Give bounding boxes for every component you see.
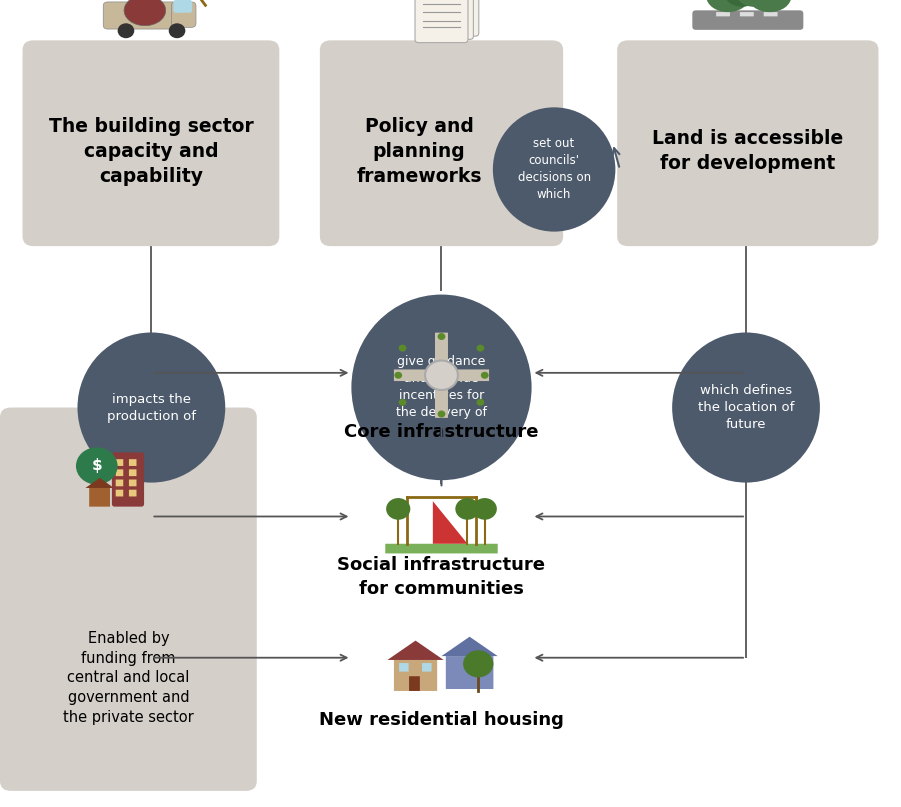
Polygon shape <box>86 478 114 488</box>
Text: Enabled by
funding from
central and local
government and
the private sector: Enabled by funding from central and loca… <box>63 631 194 725</box>
Polygon shape <box>432 501 468 544</box>
Polygon shape <box>441 637 497 656</box>
FancyBboxPatch shape <box>320 40 563 246</box>
Text: Social infrastructure
for communities: Social infrastructure for communities <box>338 556 545 598</box>
FancyBboxPatch shape <box>399 663 409 671</box>
FancyBboxPatch shape <box>89 488 110 507</box>
Ellipse shape <box>672 332 820 483</box>
FancyBboxPatch shape <box>716 12 730 16</box>
Text: New residential housing: New residential housing <box>319 711 564 729</box>
FancyBboxPatch shape <box>173 0 192 13</box>
FancyBboxPatch shape <box>394 660 437 691</box>
Circle shape <box>118 23 134 38</box>
FancyBboxPatch shape <box>129 479 137 487</box>
FancyBboxPatch shape <box>115 490 123 496</box>
Ellipse shape <box>736 0 771 6</box>
FancyBboxPatch shape <box>426 0 478 36</box>
FancyBboxPatch shape <box>23 40 279 246</box>
FancyBboxPatch shape <box>115 470 123 476</box>
Circle shape <box>438 333 445 340</box>
FancyBboxPatch shape <box>394 370 489 381</box>
Ellipse shape <box>77 332 225 483</box>
FancyBboxPatch shape <box>435 332 448 418</box>
Ellipse shape <box>724 0 760 6</box>
FancyBboxPatch shape <box>386 544 497 554</box>
FancyBboxPatch shape <box>171 2 196 27</box>
FancyBboxPatch shape <box>129 490 137 496</box>
FancyBboxPatch shape <box>129 459 137 466</box>
Ellipse shape <box>124 0 166 26</box>
Ellipse shape <box>493 107 615 232</box>
FancyBboxPatch shape <box>129 470 137 476</box>
Circle shape <box>398 399 406 406</box>
Circle shape <box>398 345 406 352</box>
FancyBboxPatch shape <box>617 40 878 246</box>
Ellipse shape <box>706 0 750 12</box>
Text: Core infrastructure: Core infrastructure <box>344 423 539 441</box>
Text: impacts the
production of: impacts the production of <box>107 392 196 423</box>
Text: Policy and
planning
frameworks: Policy and planning frameworks <box>356 117 482 186</box>
Circle shape <box>477 399 485 406</box>
FancyBboxPatch shape <box>764 12 778 16</box>
FancyBboxPatch shape <box>446 656 494 689</box>
FancyBboxPatch shape <box>112 453 144 507</box>
Circle shape <box>387 498 410 520</box>
Text: which defines
the location of
future: which defines the location of future <box>698 384 794 431</box>
Text: set out
councils'
decisions on
which: set out councils' decisions on which <box>517 137 591 202</box>
FancyBboxPatch shape <box>104 2 179 29</box>
Circle shape <box>438 411 445 417</box>
FancyBboxPatch shape <box>692 10 804 30</box>
Circle shape <box>168 23 186 38</box>
FancyBboxPatch shape <box>409 676 420 691</box>
Circle shape <box>473 498 496 520</box>
Circle shape <box>463 650 494 677</box>
FancyBboxPatch shape <box>740 12 754 16</box>
Text: give guidance
and provide
incentives for
the delivery of: give guidance and provide incentives for… <box>396 355 487 420</box>
Text: Land is accessible
for development: Land is accessible for development <box>652 129 843 174</box>
Ellipse shape <box>351 295 532 480</box>
Circle shape <box>76 447 118 484</box>
Ellipse shape <box>748 0 791 12</box>
FancyBboxPatch shape <box>115 459 123 466</box>
Text: $: $ <box>92 458 102 474</box>
FancyBboxPatch shape <box>415 0 468 43</box>
Circle shape <box>477 345 485 352</box>
Circle shape <box>395 372 402 378</box>
Circle shape <box>455 498 479 520</box>
FancyBboxPatch shape <box>115 479 123 487</box>
Polygon shape <box>387 641 443 660</box>
FancyBboxPatch shape <box>421 0 473 40</box>
Circle shape <box>425 361 458 390</box>
Circle shape <box>481 372 488 378</box>
FancyBboxPatch shape <box>0 408 257 791</box>
FancyBboxPatch shape <box>422 663 432 671</box>
Text: The building sector
capacity and
capability: The building sector capacity and capabil… <box>49 117 253 186</box>
